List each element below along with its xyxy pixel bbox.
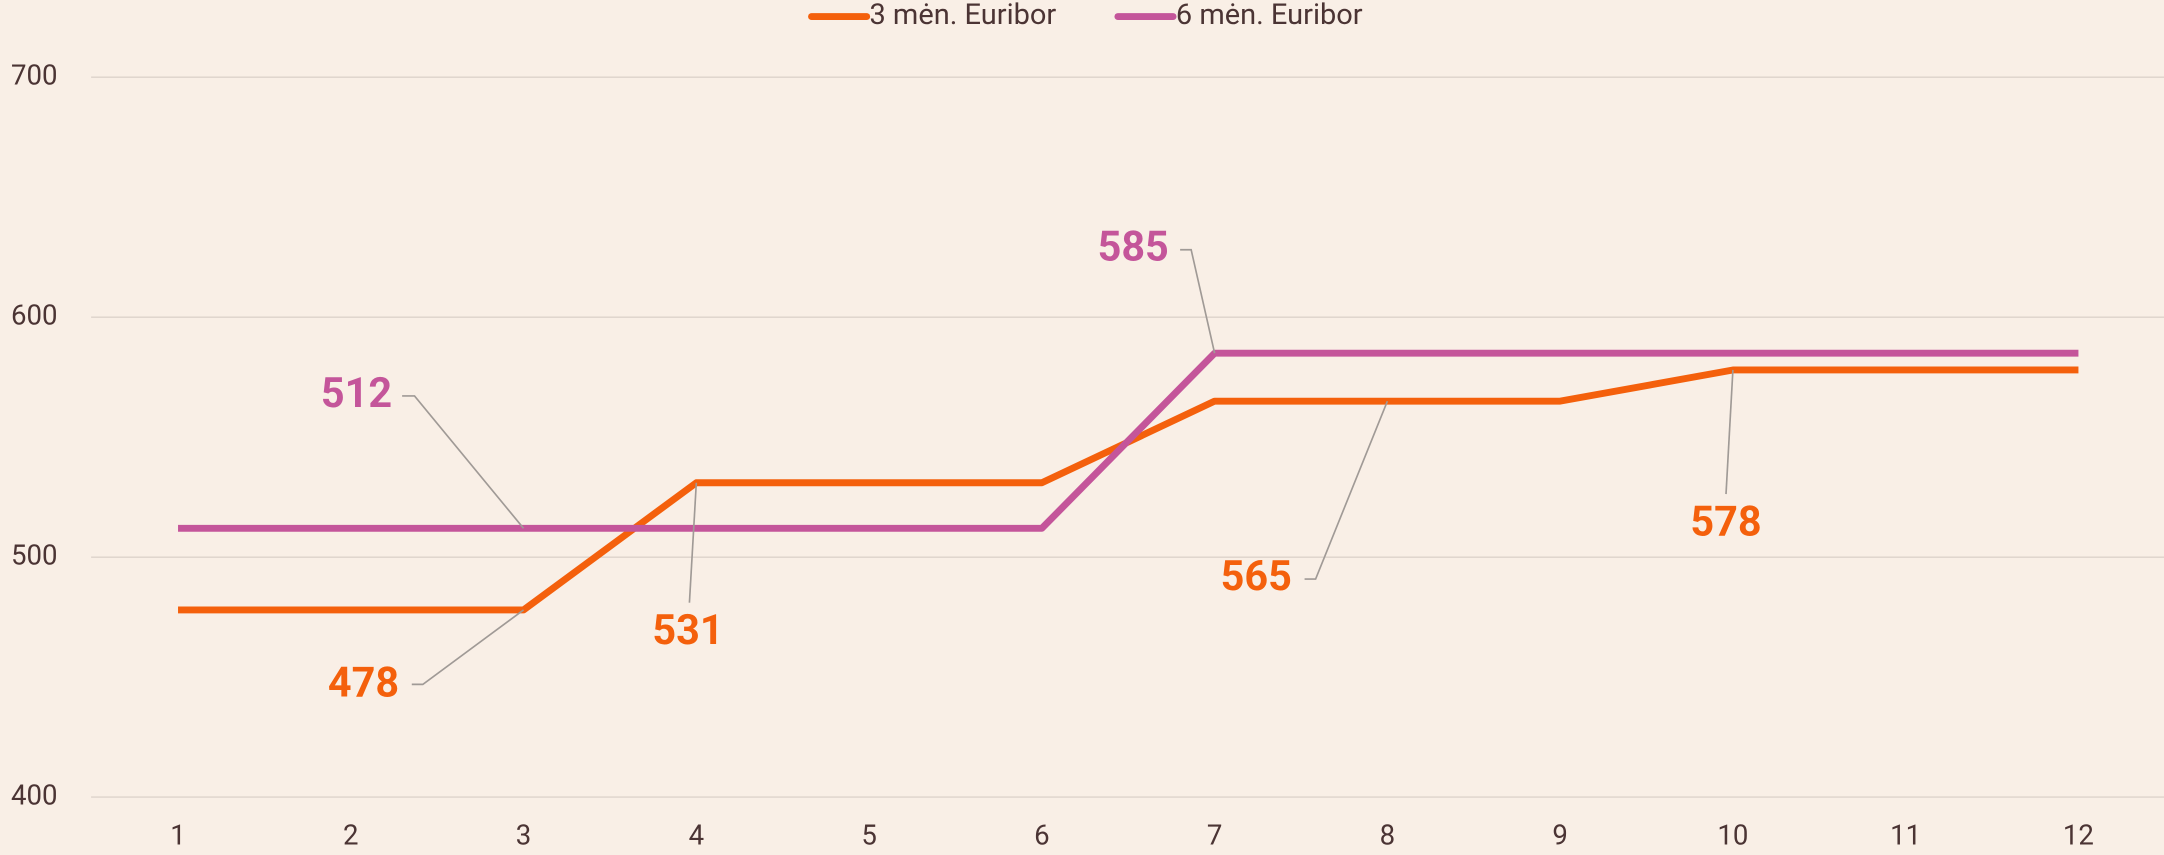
data-label: 478 [328,660,399,708]
data-label: 585 [1098,224,1169,272]
leader-line [1725,369,1734,495]
x-tick-label: 2 [343,818,359,851]
x-tick-label: 8 [1380,818,1396,851]
leader-line [688,482,698,603]
leader-line [402,395,525,529]
legend-label: 6 mėn. Euribor [1176,0,1363,32]
x-tick-label: 9 [1552,818,1568,851]
data-label: 565 [1221,553,1292,601]
x-tick-label: 1 [170,818,186,851]
data-label: 512 [321,370,392,418]
y-tick-label: 600 [11,298,58,331]
x-tick-label: 5 [861,818,877,851]
x-tick-label: 12 [2063,818,2094,851]
y-tick-label: 700 [11,59,58,92]
legend-label: 3 mėn. Euribor [869,0,1056,32]
x-tick-label: 4 [689,818,705,851]
series-line [178,349,2079,532]
x-tick-label: 7 [1207,818,1223,851]
data-label: 531 [652,607,723,655]
x-tick-label: 6 [1034,818,1050,851]
y-tick-label: 500 [11,538,58,571]
x-tick-label: 11 [1890,818,1921,851]
y-tick-label: 400 [11,778,58,811]
leader-line [1304,400,1389,580]
data-label: 578 [1690,498,1761,546]
leader-line [411,609,525,686]
x-tick-label: 3 [516,818,532,851]
x-tick-label: 10 [1717,818,1748,851]
leader-line [1180,248,1216,354]
